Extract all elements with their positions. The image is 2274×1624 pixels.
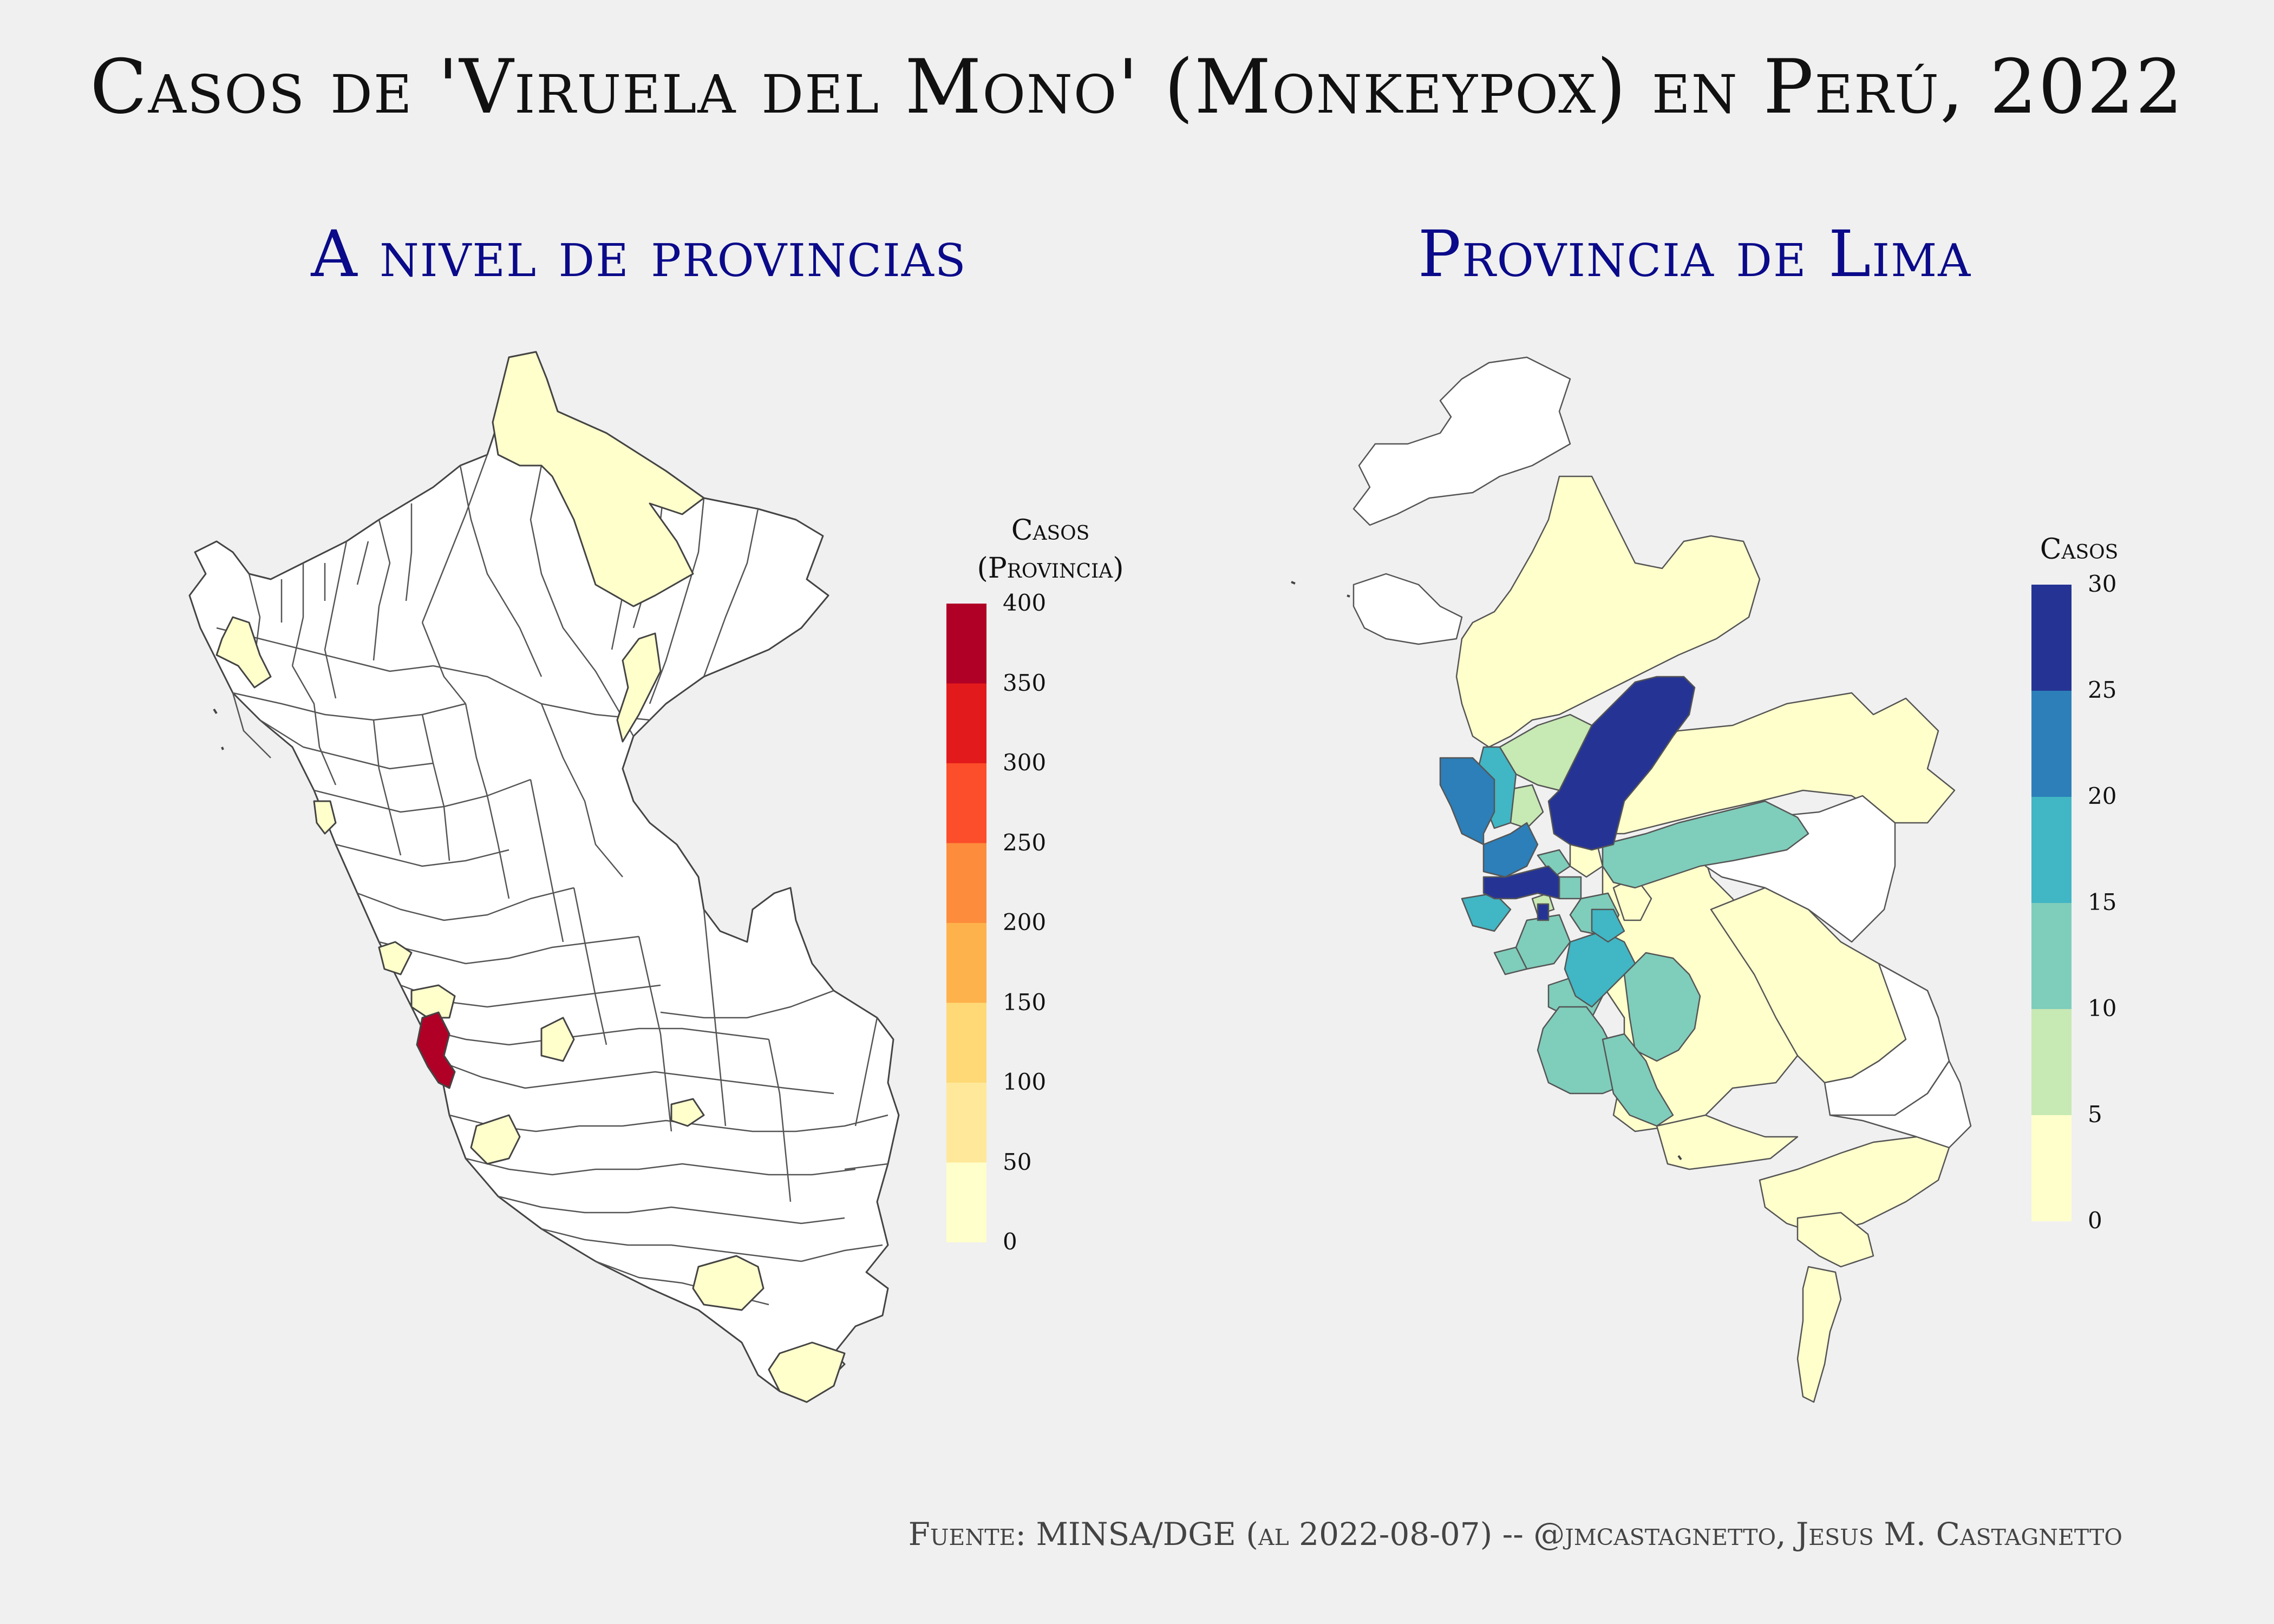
left-legend-tick-label: 300 <box>1003 749 1047 776</box>
right-legend-tick-label: 20 <box>2088 783 2117 809</box>
left-legend-bar <box>946 604 986 1242</box>
right-legend-tick-label: 30 <box>2088 571 2117 597</box>
district-northwest-white <box>1352 573 1463 645</box>
district-north-white <box>1352 356 1571 526</box>
source-caption: Fuente: MINSA/DGE (al 2022-08-07) -- @jm… <box>908 1516 2122 1553</box>
left-legend-tick-label: 200 <box>1003 909 1047 935</box>
left-legend-title-line1: Casos <box>1011 514 1090 547</box>
right-legend-swatch <box>2031 903 2072 1009</box>
right-legend-tick-label: 15 <box>2088 889 2117 915</box>
right-legend-tick-label: 5 <box>2088 1101 2102 1128</box>
left-legend-tick-label: 400 <box>1003 590 1047 616</box>
left-legend-tick-label: 0 <box>1003 1228 1017 1255</box>
right-legend-swatch <box>2031 1115 2072 1221</box>
districts-25-30-cases <box>1482 676 1696 921</box>
right-legend-tick-label: 25 <box>2088 677 2117 703</box>
left-legend-title: Casos (Provincia) <box>964 512 1137 587</box>
left-legend-swatch <box>946 763 986 843</box>
chart-title: Casos de 'Viruela del Mono' (Monkeypox) … <box>90 43 2184 130</box>
left-legend-tick-label: 350 <box>1003 669 1047 696</box>
left-legend-swatch <box>946 1162 986 1242</box>
provinces-low-cases <box>215 351 846 1403</box>
districts-20-25-cases <box>1439 757 1539 878</box>
right-legend-title: Casos <box>2040 533 2119 566</box>
right-panel-title: Provincia de Lima <box>1417 217 1972 291</box>
left-legend-tick-label: 250 <box>1003 829 1047 856</box>
left-legend-swatch <box>946 923 986 1003</box>
left-legend-title-line2: (Provincia) <box>977 552 1124 585</box>
right-legend-tick-label: 10 <box>2088 995 2117 1021</box>
left-legend-swatch <box>946 683 986 763</box>
right-legend-tick-label: 0 <box>2088 1207 2102 1234</box>
left-legend-swatch <box>946 1003 986 1083</box>
lima-district-map <box>1291 356 1972 1403</box>
left-panel-title: A nivel de provincias <box>311 217 967 291</box>
right-legend-swatch <box>2031 585 2072 691</box>
lima-province-high-cases <box>416 1011 456 1089</box>
left-legend-tick-label: 100 <box>1003 1069 1047 1095</box>
left-legend-tick-label: 50 <box>1003 1148 1032 1175</box>
right-legend-swatch <box>2031 691 2072 797</box>
peru-outline <box>188 351 900 1403</box>
right-legend-bar <box>2031 585 2072 1221</box>
left-legend-swatch <box>946 1083 986 1163</box>
right-legend-swatch <box>2031 797 2072 903</box>
province-boundaries <box>216 411 888 1306</box>
right-legend-swatch <box>2031 1009 2072 1115</box>
districts-low-cases <box>1455 475 1956 1403</box>
left-legend-swatch <box>946 604 986 684</box>
left-legend-tick-label: 150 <box>1003 988 1047 1016</box>
left-legend-swatch <box>946 843 986 923</box>
peru-province-map <box>188 351 900 1403</box>
